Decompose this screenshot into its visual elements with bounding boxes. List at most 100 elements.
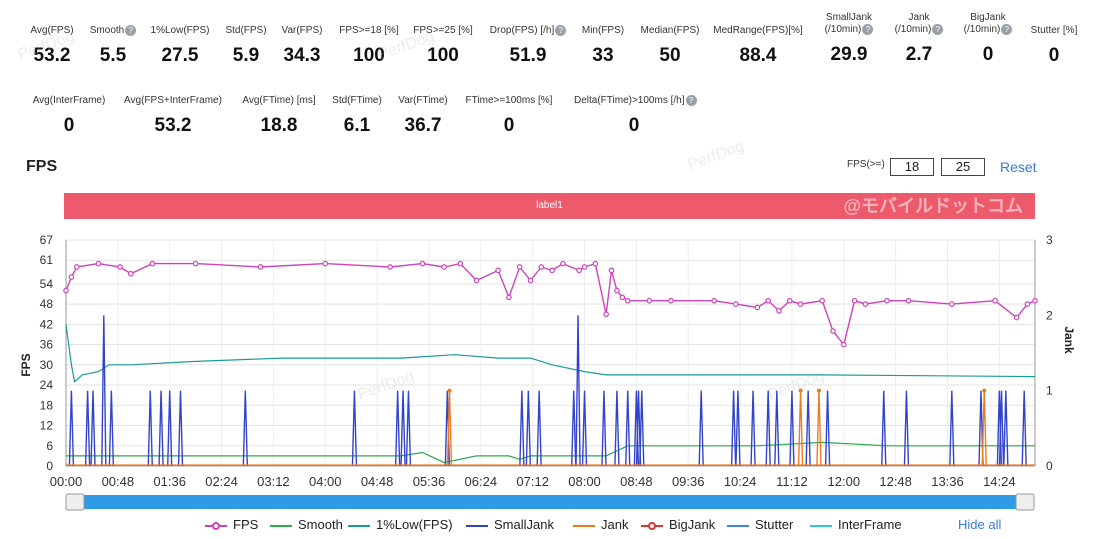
y-tick-label: 48: [40, 297, 54, 311]
smalljank-spike: [177, 390, 184, 467]
fps-threshold-high-input[interactable]: 25: [941, 158, 985, 176]
stat-value: 0: [503, 115, 515, 136]
stat-bigjank-10min: BigJank (/10min)? 0: [928, 12, 1048, 66]
fps-point: [851, 297, 858, 304]
legend-item-smalljank[interactable]: SmallJank: [466, 517, 554, 532]
fps-point: [495, 267, 501, 274]
y-tick-label: 36: [40, 338, 54, 352]
watermark-logo: @モバイルドットコム: [843, 196, 1023, 216]
stat-value: 18.8: [260, 115, 298, 136]
smalljank-spike: [101, 315, 107, 467]
legend-item-stutter[interactable]: Stutter: [727, 517, 793, 532]
x-tick-label: 04:48: [361, 474, 394, 489]
fps-point: [581, 264, 588, 270]
legend-marker-icon: [573, 520, 595, 532]
stat-label: Var(FPS): [281, 25, 323, 36]
smalljank-spike: [90, 390, 96, 467]
stat-value: 2.7: [905, 44, 933, 66]
smalljank-spike: [625, 390, 631, 467]
stat-label: Var(FTime): [398, 95, 448, 106]
stat-ftime-100ms: FTime>=100ms [%] 0: [449, 95, 569, 137]
reset-button[interactable]: Reset: [1000, 159, 1037, 175]
legend-item-fps[interactable]: FPS: [205, 517, 258, 532]
fps-point: [322, 260, 329, 267]
fps-threshold-low-input[interactable]: 18: [890, 158, 934, 176]
legend-marker-icon: [641, 520, 663, 532]
stat-value: 53.2: [33, 45, 71, 66]
fps-point: [95, 260, 102, 267]
help-icon[interactable]: ?: [1001, 24, 1013, 35]
stat-avg-interframe: Avg(InterFrame) 0: [9, 95, 129, 137]
y-tick-label: 18: [40, 398, 54, 412]
perfdog-watermark: PerfDog: [356, 368, 417, 404]
stat-label: Avg(InterFrame): [32, 95, 106, 106]
smalljank-spike: [903, 390, 910, 467]
smalljank-spike: [881, 390, 887, 467]
fps-threshold-label: FPS(>=): [847, 159, 885, 170]
stat-value: 5.9: [232, 45, 260, 66]
smalljank-spike: [601, 390, 607, 467]
stat-value: 33: [592, 45, 614, 66]
legend-marker-icon: [810, 520, 832, 532]
stat-std-fps: Std(FPS) 5.9: [186, 25, 306, 67]
smalljank-spike: [147, 390, 153, 467]
fps-point: [473, 277, 480, 284]
smalljank-spike: [698, 390, 704, 467]
stat-label: Delta(FTime)>100ms [/h]?: [574, 95, 697, 107]
x-tick-label: 13:36: [931, 474, 964, 489]
x-tick-label: 09:36: [672, 474, 705, 489]
help-icon[interactable]: ?: [685, 95, 697, 106]
section-title: FPS: [26, 158, 58, 175]
range-handle-right[interactable]: [1015, 493, 1035, 511]
help-icon[interactable]: ?: [125, 25, 137, 36]
help-icon[interactable]: ?: [555, 25, 567, 36]
help-icon[interactable]: ?: [862, 24, 874, 35]
stat-drop-fps-h: Drop(FPS) [/h]? 51.9: [468, 25, 588, 67]
legend-marker-icon: [348, 520, 370, 532]
help-icon[interactable]: ?: [932, 24, 944, 35]
range-handle-left[interactable]: [65, 493, 85, 511]
stat-fps-25: FPS>=25 [%] 100: [383, 25, 503, 67]
y-tick-label: 42: [40, 317, 54, 331]
stat-value: 27.5: [161, 45, 199, 66]
x-tick-label: 14:24: [983, 474, 1016, 489]
x-tick-label: 00:00: [50, 474, 83, 489]
fps-point: [576, 267, 582, 274]
legend-marker-icon: [205, 520, 227, 532]
y-axis-label: FPS: [19, 353, 33, 376]
range-scrollbar: [66, 495, 1034, 509]
stat-value: 36.7: [404, 115, 442, 136]
smalljank-spike: [167, 390, 173, 467]
fps-point: [149, 260, 156, 267]
jank-point: [798, 388, 803, 393]
fps-point: [830, 328, 836, 334]
legend-item-interframe[interactable]: InterFrame: [810, 517, 902, 532]
smalljank-spike: [735, 390, 741, 467]
stat-label: Drop(FPS) [/h]?: [468, 25, 588, 37]
fps-point: [819, 297, 825, 304]
y-tick-label: 61: [40, 253, 54, 267]
fps-point: [68, 274, 75, 280]
stat-fps-18: FPS>=18 [%] 100: [309, 25, 429, 67]
smalljank-spike: [1021, 390, 1027, 467]
fps-point: [592, 260, 599, 267]
fps-point: [128, 270, 134, 277]
legend-item-smooth[interactable]: Smooth: [270, 517, 343, 532]
stat-median-fps: Median(FPS) 50: [610, 25, 730, 67]
smalljank-spike: [571, 390, 577, 467]
fps-point: [457, 260, 464, 267]
legend-item-bigjank[interactable]: BigJank: [641, 517, 715, 532]
fps-point: [1032, 297, 1038, 304]
stat-label: Std(FPS): [225, 25, 267, 36]
label-bar[interactable]: label1 @モバイルドットコム: [64, 193, 1035, 219]
fps-point: [419, 260, 426, 267]
legend-item-jank[interactable]: Jank: [573, 517, 628, 532]
legend-label: Stutter: [755, 517, 794, 532]
smalljank-spike: [108, 390, 115, 467]
fps-point: [884, 297, 890, 304]
hide-all-button[interactable]: Hide all: [958, 517, 1002, 532]
y2-tick-label: 0: [1046, 459, 1053, 473]
y-tick-label: 24: [40, 378, 54, 392]
legend-item-1-low-fps-[interactable]: 1%Low(FPS): [348, 517, 453, 532]
